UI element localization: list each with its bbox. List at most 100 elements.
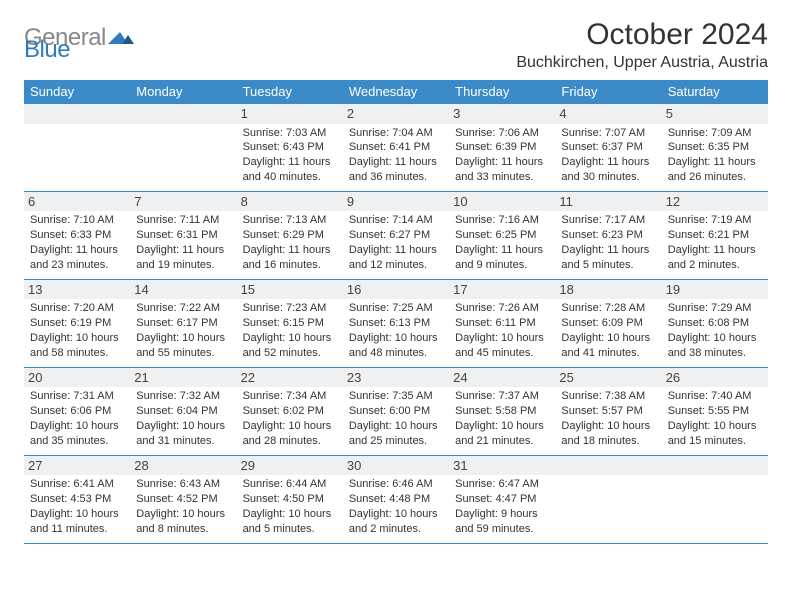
day-header: Thursday [449, 80, 555, 104]
sunrise-text: Sunrise: 7:35 AM [349, 389, 443, 404]
sunrise-text: Sunrise: 6:44 AM [243, 477, 337, 492]
day-number: 11 [555, 192, 661, 212]
sunrise-text: Sunrise: 7:20 AM [30, 301, 124, 316]
daylight-text: Daylight: 10 hours and 15 minutes. [668, 419, 762, 449]
sunset-text: Sunset: 6:31 PM [136, 228, 230, 243]
sunset-text: Sunset: 5:58 PM [455, 404, 549, 419]
day-number: 14 [130, 280, 236, 300]
calendar-cell: 23Sunrise: 7:35 AMSunset: 6:00 PMDayligh… [343, 367, 449, 455]
daylight-text: Daylight: 10 hours and 18 minutes. [561, 419, 655, 449]
day-number: 31 [449, 456, 555, 476]
sunset-text: Sunset: 6:08 PM [668, 316, 762, 331]
calendar-cell: 17Sunrise: 7:26 AMSunset: 6:11 PMDayligh… [449, 279, 555, 367]
calendar-cell: 10Sunrise: 7:16 AMSunset: 6:25 PMDayligh… [449, 191, 555, 279]
day-number: 10 [449, 192, 555, 212]
brand-part2: Blue [24, 36, 70, 64]
calendar-cell: 8Sunrise: 7:13 AMSunset: 6:29 PMDaylight… [237, 191, 343, 279]
sunrise-text: Sunrise: 6:41 AM [30, 477, 124, 492]
sunrise-text: Sunrise: 7:10 AM [30, 213, 124, 228]
calendar-cell: 14Sunrise: 7:22 AMSunset: 6:17 PMDayligh… [130, 279, 236, 367]
sunrise-text: Sunrise: 7:04 AM [349, 126, 443, 141]
daylight-text: Daylight: 11 hours and 33 minutes. [455, 155, 549, 185]
day-number: 6 [24, 192, 130, 212]
calendar-cell [662, 455, 768, 543]
day-number: 1 [237, 104, 343, 124]
daylight-text: Daylight: 10 hours and 28 minutes. [243, 419, 337, 449]
day-number: 21 [130, 368, 236, 388]
calendar-cell [24, 104, 130, 192]
day-number: 24 [449, 368, 555, 388]
sunrise-text: Sunrise: 7:40 AM [668, 389, 762, 404]
day-number: 30 [343, 456, 449, 476]
calendar-cell: 25Sunrise: 7:38 AMSunset: 5:57 PMDayligh… [555, 367, 661, 455]
sunrise-text: Sunrise: 7:32 AM [136, 389, 230, 404]
calendar-cell: 29Sunrise: 6:44 AMSunset: 4:50 PMDayligh… [237, 455, 343, 543]
calendar-cell: 9Sunrise: 7:14 AMSunset: 6:27 PMDaylight… [343, 191, 449, 279]
sunrise-text: Sunrise: 7:34 AM [243, 389, 337, 404]
day-header: Monday [130, 80, 236, 104]
sunset-text: Sunset: 6:06 PM [30, 404, 124, 419]
daylight-text: Daylight: 10 hours and 11 minutes. [30, 507, 124, 537]
sunset-text: Sunset: 6:17 PM [136, 316, 230, 331]
calendar-cell: 19Sunrise: 7:29 AMSunset: 6:08 PMDayligh… [662, 279, 768, 367]
calendar-week-row: 20Sunrise: 7:31 AMSunset: 6:06 PMDayligh… [24, 367, 768, 455]
calendar-cell: 2Sunrise: 7:04 AMSunset: 6:41 PMDaylight… [343, 104, 449, 192]
sunset-text: Sunset: 6:35 PM [668, 140, 762, 155]
sunrise-text: Sunrise: 7:09 AM [668, 126, 762, 141]
sunset-text: Sunset: 4:50 PM [243, 492, 337, 507]
daylight-text: Daylight: 11 hours and 30 minutes. [561, 155, 655, 185]
calendar-table: Sunday Monday Tuesday Wednesday Thursday… [24, 80, 768, 544]
day-number [24, 104, 130, 124]
calendar-cell [130, 104, 236, 192]
sunset-text: Sunset: 6:23 PM [561, 228, 655, 243]
daylight-text: Daylight: 11 hours and 36 minutes. [349, 155, 443, 185]
calendar-cell: 27Sunrise: 6:41 AMSunset: 4:53 PMDayligh… [24, 455, 130, 543]
sunrise-text: Sunrise: 7:19 AM [668, 213, 762, 228]
day-header: Saturday [662, 80, 768, 104]
daylight-text: Daylight: 11 hours and 19 minutes. [136, 243, 230, 273]
sunrise-text: Sunrise: 7:06 AM [455, 126, 549, 141]
sunrise-text: Sunrise: 7:14 AM [349, 213, 443, 228]
day-number: 25 [555, 368, 661, 388]
day-number: 3 [449, 104, 555, 124]
calendar-cell: 20Sunrise: 7:31 AMSunset: 6:06 PMDayligh… [24, 367, 130, 455]
daylight-text: Daylight: 11 hours and 5 minutes. [561, 243, 655, 273]
daylight-text: Daylight: 10 hours and 25 minutes. [349, 419, 443, 449]
day-number: 15 [237, 280, 343, 300]
daylight-text: Daylight: 10 hours and 45 minutes. [455, 331, 549, 361]
day-number: 13 [24, 280, 130, 300]
sunrise-text: Sunrise: 7:17 AM [561, 213, 655, 228]
day-number: 2 [343, 104, 449, 124]
day-header: Wednesday [343, 80, 449, 104]
calendar-cell: 11Sunrise: 7:17 AMSunset: 6:23 PMDayligh… [555, 191, 661, 279]
sunset-text: Sunset: 5:55 PM [668, 404, 762, 419]
daylight-text: Daylight: 11 hours and 9 minutes. [455, 243, 549, 273]
day-number: 26 [662, 368, 768, 388]
calendar-cell: 18Sunrise: 7:28 AMSunset: 6:09 PMDayligh… [555, 279, 661, 367]
daylight-text: Daylight: 10 hours and 2 minutes. [349, 507, 443, 537]
sunset-text: Sunset: 6:04 PM [136, 404, 230, 419]
logo-shape-icon [108, 28, 134, 48]
calendar-cell: 5Sunrise: 7:09 AMSunset: 6:35 PMDaylight… [662, 104, 768, 192]
daylight-text: Daylight: 11 hours and 26 minutes. [668, 155, 762, 185]
daylight-text: Daylight: 9 hours and 59 minutes. [455, 507, 549, 537]
brand-logo: General Blue [24, 24, 134, 52]
sunrise-text: Sunrise: 7:07 AM [561, 126, 655, 141]
daylight-text: Daylight: 10 hours and 55 minutes. [136, 331, 230, 361]
day-number [555, 456, 661, 476]
daylight-text: Daylight: 10 hours and 52 minutes. [243, 331, 337, 361]
sunrise-text: Sunrise: 7:38 AM [561, 389, 655, 404]
day-number: 9 [343, 192, 449, 212]
sunrise-text: Sunrise: 7:37 AM [455, 389, 549, 404]
sunrise-text: Sunrise: 7:03 AM [243, 126, 337, 141]
day-number: 16 [343, 280, 449, 300]
sunrise-text: Sunrise: 7:11 AM [136, 213, 230, 228]
day-number: 23 [343, 368, 449, 388]
sunset-text: Sunset: 6:43 PM [243, 140, 337, 155]
location-text: Buchkirchen, Upper Austria, Austria [516, 54, 768, 72]
sunrise-text: Sunrise: 7:16 AM [455, 213, 549, 228]
day-number: 7 [130, 192, 236, 212]
daylight-text: Daylight: 11 hours and 40 minutes. [243, 155, 337, 185]
day-header: Sunday [24, 80, 130, 104]
calendar-cell: 3Sunrise: 7:06 AMSunset: 6:39 PMDaylight… [449, 104, 555, 192]
